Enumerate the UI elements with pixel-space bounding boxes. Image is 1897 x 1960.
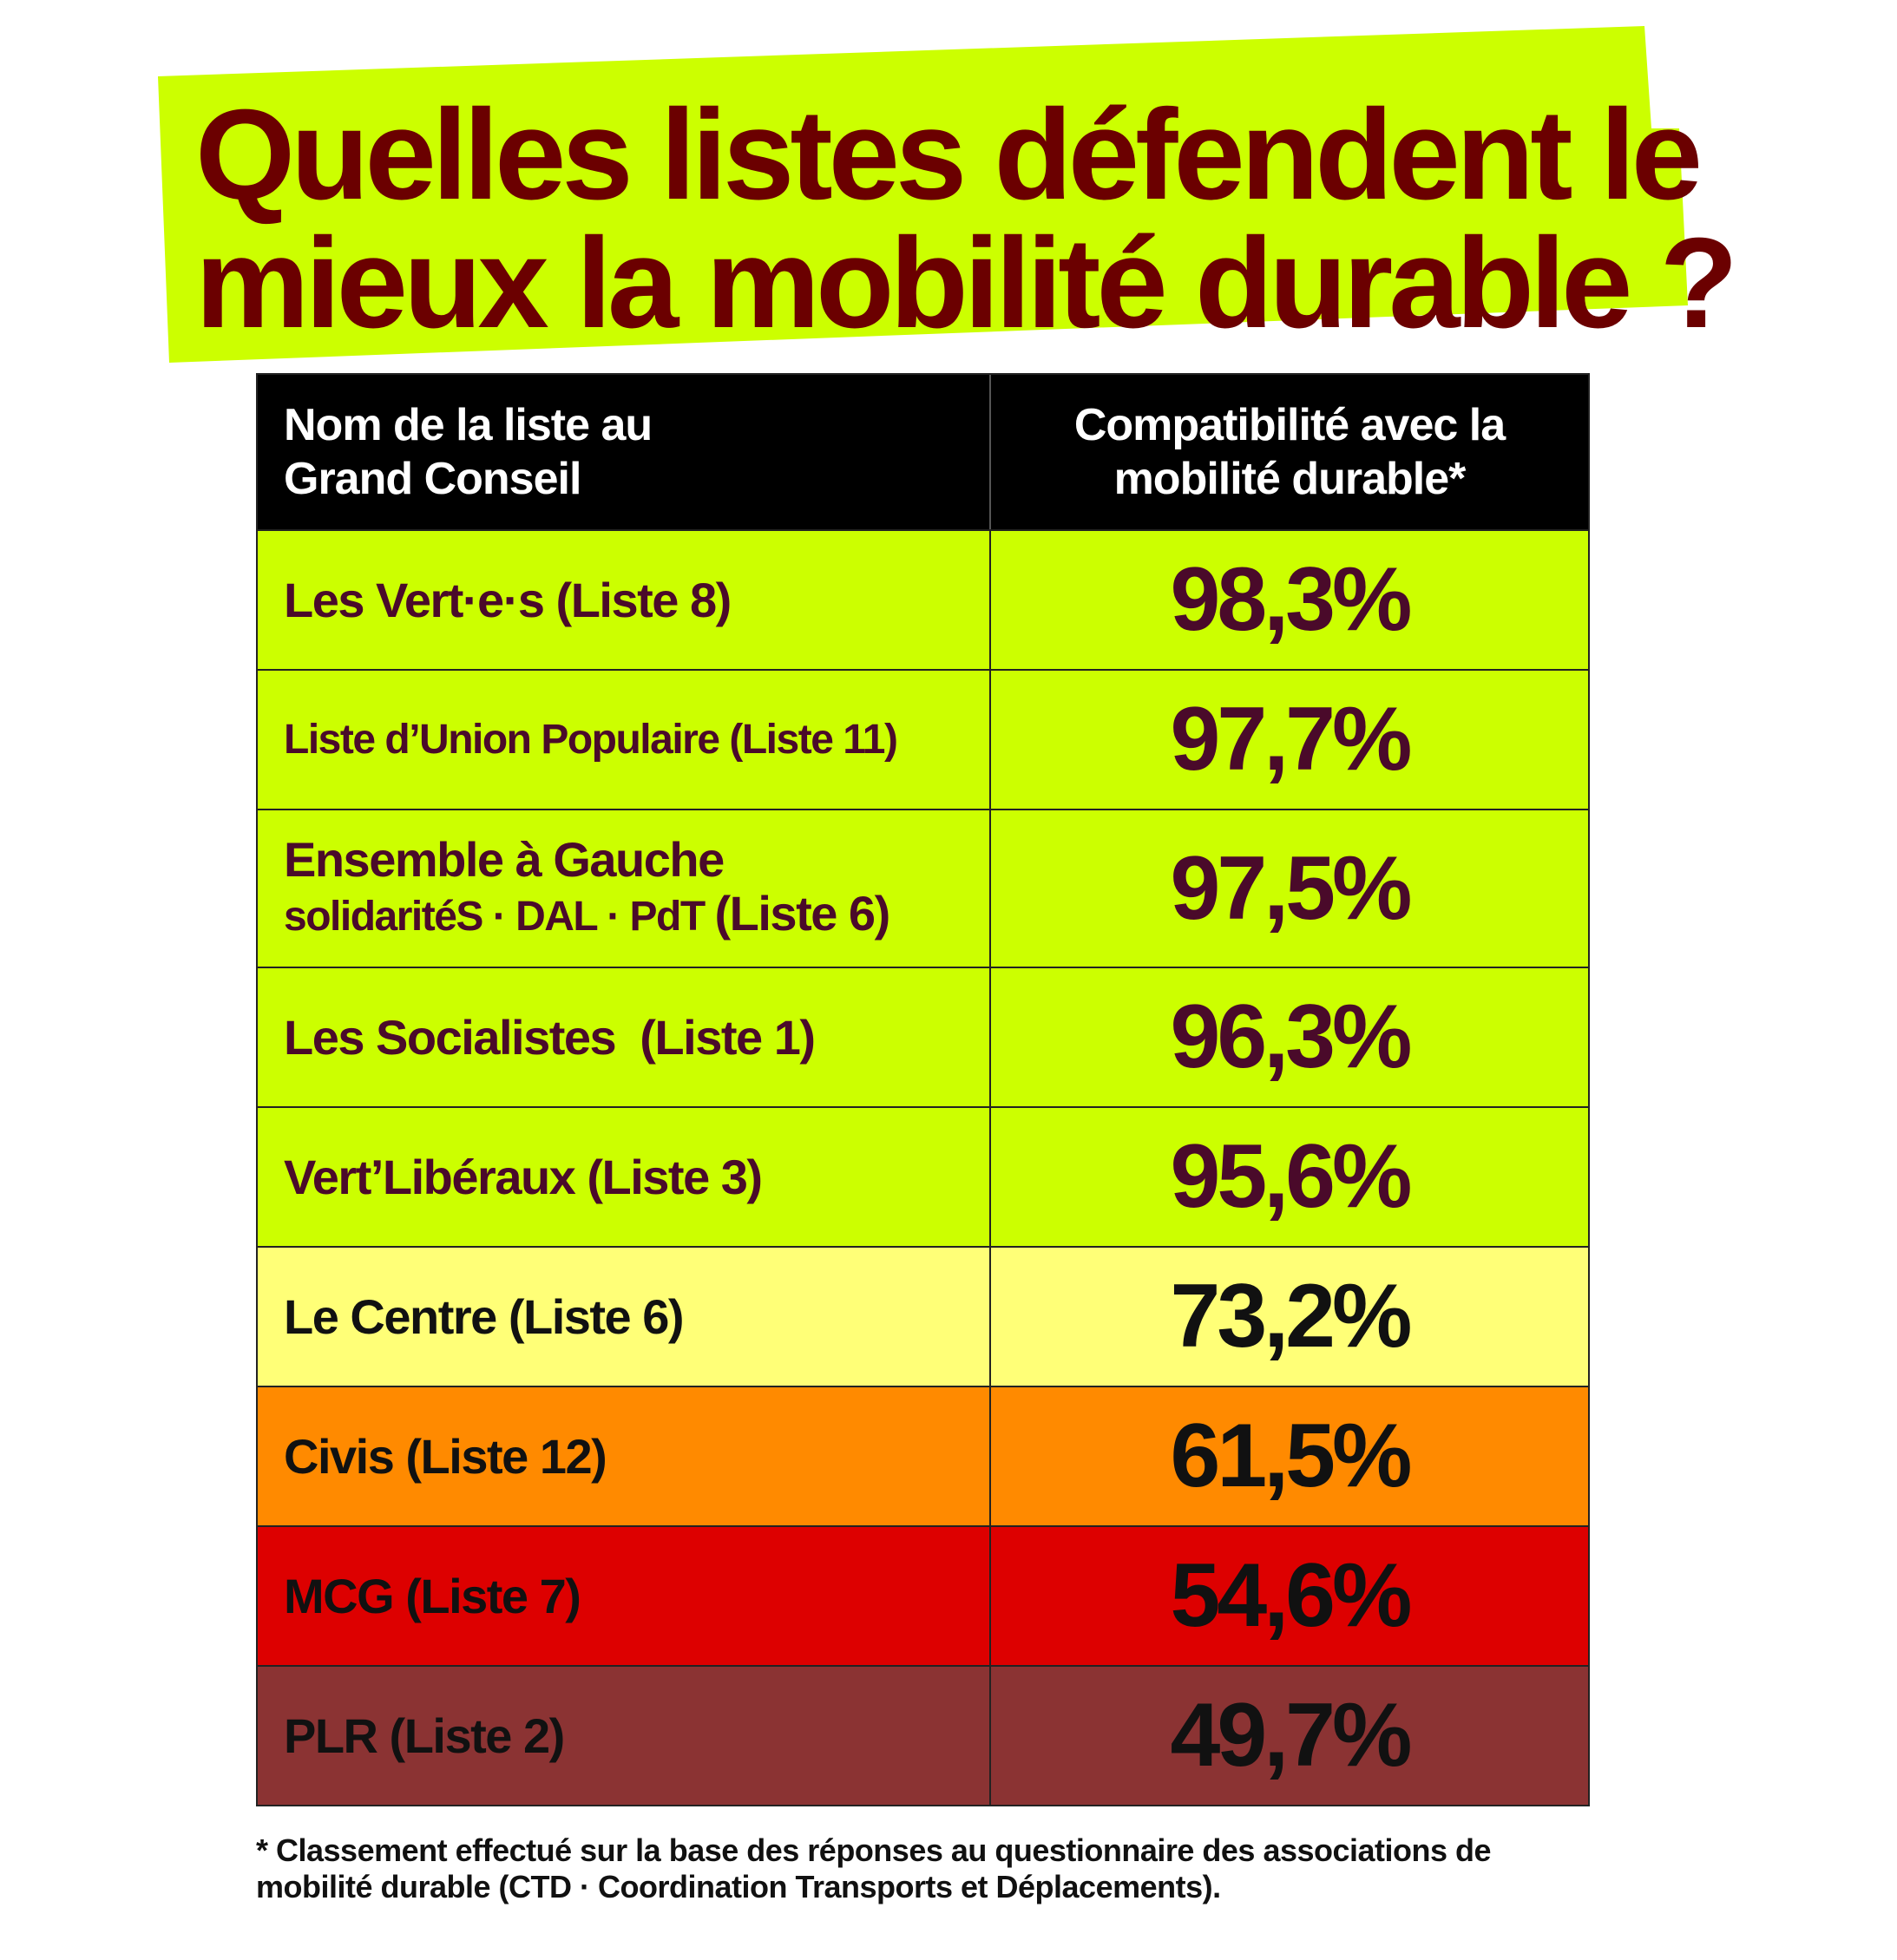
list-name-cell: Civis (Liste 12) bbox=[258, 1387, 991, 1525]
list-name-cell: MCG (Liste 7) bbox=[258, 1527, 991, 1665]
list-name: Civis (Liste 12) bbox=[284, 1428, 607, 1484]
footnote: * Classement effectué sur la base des ré… bbox=[256, 1832, 1610, 1905]
header-list-name-line-1: Nom de la liste au bbox=[284, 400, 653, 450]
table-row: Le Centre (Liste 6) 73,2% bbox=[258, 1246, 1588, 1386]
header-label-compatibility: Compatibilité avec la mobilité durable* bbox=[1073, 398, 1506, 506]
list-name: MCG (Liste 7) bbox=[284, 1568, 581, 1623]
percentage-cell: 61,5% bbox=[991, 1387, 1588, 1525]
table-row: Vert’Libéraux (Liste 3) 95,6% bbox=[258, 1106, 1588, 1246]
list-name-cell: Les Vert·e·s (Liste 8) bbox=[258, 531, 991, 669]
header-cell-list-name: Nom de la liste au Grand Conseil bbox=[258, 375, 991, 529]
title-line-2: mieux la mobilité durable ? bbox=[195, 212, 1738, 355]
table-row: Ensemble à Gauche solidaritéS · DAL · Pd… bbox=[258, 809, 1588, 967]
percentage-cell: 95,6% bbox=[991, 1108, 1588, 1246]
compatibility-table: Nom de la liste au Grand Conseil Compati… bbox=[256, 373, 1590, 1806]
percentage-value: 49,7% bbox=[1170, 1685, 1413, 1786]
percentage-cell: 54,6% bbox=[991, 1527, 1588, 1665]
percentage-value: 95,6% bbox=[1170, 1126, 1413, 1227]
percentage-value: 73,2% bbox=[1170, 1266, 1413, 1367]
list-name: Liste d’Union Populaire (Liste 11) bbox=[284, 716, 898, 763]
header-compat-line-2: mobilité durable* bbox=[1113, 454, 1467, 504]
list-name-line-2: solidaritéS · DAL · PdT (Liste 6) bbox=[284, 886, 891, 944]
header-label-list-name: Nom de la liste au Grand Conseil bbox=[284, 398, 653, 506]
list-name-line-2-number: (Liste 6) bbox=[714, 886, 891, 941]
page-title: Quelles listes défendent le mieux la mob… bbox=[195, 91, 1740, 348]
percentage-cell: 97,7% bbox=[991, 671, 1588, 809]
percentage-cell: 97,5% bbox=[991, 810, 1588, 967]
percentage-cell: 73,2% bbox=[991, 1248, 1588, 1386]
list-name: Le Centre (Liste 6) bbox=[284, 1288, 685, 1344]
list-name-cell: Les Socialistes (Liste 1) bbox=[258, 968, 991, 1106]
list-name: PLR (Liste 2) bbox=[284, 1708, 565, 1763]
list-name: Ensemble à Gauche solidaritéS · DAL · Pd… bbox=[284, 832, 891, 944]
table-row: Les Vert·e·s (Liste 8) 98,3% bbox=[258, 529, 1588, 669]
percentage-value: 98,3% bbox=[1170, 549, 1413, 650]
table-row: MCG (Liste 7) 54,6% bbox=[258, 1525, 1588, 1665]
percentage-cell: 96,3% bbox=[991, 968, 1588, 1106]
title-highlight-polygon bbox=[158, 26, 1688, 363]
list-name-cell: Le Centre (Liste 6) bbox=[258, 1248, 991, 1386]
header-list-name-line-2: Grand Conseil bbox=[284, 454, 581, 504]
percentage-value: 61,5% bbox=[1170, 1406, 1413, 1506]
list-name: Vert’Libéraux (Liste 3) bbox=[284, 1149, 763, 1204]
percentage-value: 54,6% bbox=[1170, 1545, 1413, 1646]
list-name-cell: Vert’Libéraux (Liste 3) bbox=[258, 1108, 991, 1246]
list-name-line-2-parties: solidaritéS · DAL · PdT bbox=[284, 894, 706, 940]
list-name-cell: PLR (Liste 2) bbox=[258, 1667, 991, 1805]
percentage-cell: 98,3% bbox=[991, 531, 1588, 669]
footnote-line-1: * Classement effectué sur la base des ré… bbox=[256, 1832, 1492, 1868]
footnote-line-2: mobilité durable (CTD · Coordination Tra… bbox=[256, 1869, 1221, 1904]
table-row: Les Socialistes (Liste 1) 96,3% bbox=[258, 967, 1588, 1106]
percentage-value: 97,5% bbox=[1170, 837, 1413, 939]
percentage-value: 96,3% bbox=[1170, 987, 1413, 1087]
list-name-line-1: Ensemble à Gauche bbox=[284, 832, 725, 887]
table-row: PLR (Liste 2) 49,7% bbox=[258, 1665, 1588, 1805]
percentage-cell: 49,7% bbox=[991, 1667, 1588, 1805]
list-name-cell: Ensemble à Gauche solidaritéS · DAL · Pd… bbox=[258, 810, 991, 967]
table-row: Civis (Liste 12) 61,5% bbox=[258, 1386, 1588, 1525]
header-compat-line-1: Compatibilité avec la bbox=[1073, 400, 1506, 450]
list-name: Les Vert·e·s (Liste 8) bbox=[284, 572, 732, 627]
percentage-value: 97,7% bbox=[1170, 689, 1413, 790]
table-row: Liste d’Union Populaire (Liste 11) 97,7% bbox=[258, 669, 1588, 809]
title-line-1: Quelles listes défendent le bbox=[195, 83, 1703, 226]
table-header-row: Nom de la liste au Grand Conseil Compati… bbox=[258, 375, 1588, 529]
header-cell-compatibility: Compatibilité avec la mobilité durable* bbox=[991, 375, 1588, 529]
list-name-cell: Liste d’Union Populaire (Liste 11) bbox=[258, 671, 991, 809]
list-name: Les Socialistes (Liste 1) bbox=[284, 1009, 816, 1065]
title-highlight-shape bbox=[158, 26, 1688, 363]
